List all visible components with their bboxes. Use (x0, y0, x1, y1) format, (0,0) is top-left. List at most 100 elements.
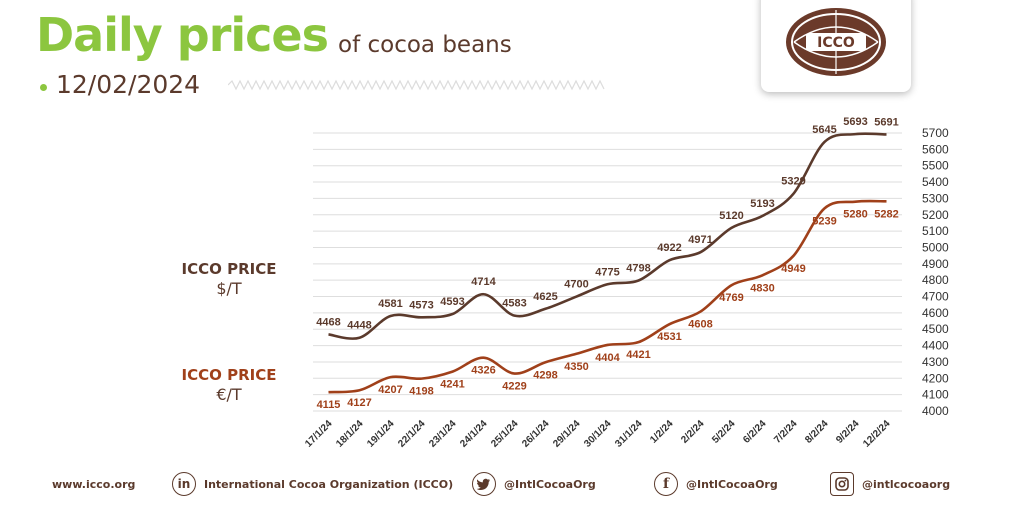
data-label: 4714 (471, 276, 496, 288)
data-label: 4700 (564, 279, 588, 291)
series-line (328, 199, 887, 394)
data-label: 4404 (595, 352, 620, 364)
linkedin-text[interactable]: International Cocoa Organization (ICCO) (204, 477, 454, 491)
data-label: 4531 (657, 331, 681, 343)
data-label: 4608 (688, 319, 712, 331)
data-label: 4922 (657, 242, 681, 254)
data-label: 4468 (316, 316, 340, 328)
instagram-icon[interactable] (830, 472, 854, 496)
footer-instagram[interactable]: @intlcocoaorg (830, 472, 951, 496)
website-link[interactable]: www.icco.org (52, 477, 136, 491)
x-tick-label: 23/1/24 (427, 418, 459, 450)
footer-linkedin[interactable]: in International Cocoa Organization (ICC… (172, 472, 454, 496)
data-label: 4448 (347, 320, 371, 332)
twitter-text[interactable]: @IntlCocoaOrg (504, 477, 596, 491)
x-tick-label: 31/1/24 (613, 418, 645, 450)
data-label: 5329 (781, 176, 805, 188)
data-label: 5645 (812, 124, 836, 136)
y-tick-label: 4000 (922, 404, 949, 418)
y-tick-label: 5500 (922, 159, 949, 173)
data-label: 4971 (688, 234, 712, 246)
x-tick-label: 5/2/24 (710, 418, 738, 446)
usd-label-unit: $/T (216, 279, 242, 298)
data-label: 4949 (781, 263, 805, 275)
y-tick-label: 4500 (922, 322, 949, 336)
x-tick-label: 7/2/24 (772, 418, 800, 446)
data-label: 5280 (843, 209, 867, 221)
y-tick-label: 4700 (922, 290, 949, 304)
x-tick-label: 2/2/24 (679, 418, 707, 446)
facebook-icon[interactable]: f (654, 472, 678, 496)
y-tick-label: 5000 (922, 240, 949, 254)
data-label: 4326 (471, 365, 495, 377)
x-tick-label: 22/1/24 (396, 418, 428, 450)
page-subtitle: of cocoa beans (338, 32, 512, 58)
report-date: 12/02/2024 (56, 70, 201, 99)
data-label: 4115 (317, 399, 341, 411)
x-tick-label: 30/1/24 (582, 418, 614, 450)
x-tick-label: 8/2/24 (803, 418, 831, 446)
data-label: 4775 (595, 266, 619, 278)
data-label: 4350 (564, 361, 588, 373)
icco-logo-card[interactable]: ICCO (761, 0, 911, 92)
x-tick-label: 1/2/24 (648, 418, 676, 446)
data-label: 5691 (874, 116, 898, 128)
x-tick-label: 6/2/24 (741, 418, 769, 446)
y-tick-label: 5200 (922, 208, 949, 222)
data-label: 5239 (812, 215, 836, 227)
series-line (328, 132, 887, 340)
data-label: 4198 (409, 386, 433, 398)
x-tick-label: 18/1/24 (334, 418, 366, 450)
x-tick-label: 12/2/24 (861, 418, 893, 450)
usd-label-title: ICCO PRICE (181, 260, 277, 278)
data-label: 4241 (440, 379, 464, 391)
y-tick-label: 4900 (922, 257, 949, 271)
x-tick-label: 19/1/24 (365, 418, 397, 450)
x-tick-label: 17/1/24 (303, 418, 335, 450)
logo-text: ICCO (817, 35, 855, 51)
data-label: 5193 (750, 198, 774, 210)
instagram-text[interactable]: @intlcocoaorg (862, 477, 951, 491)
data-label: 4229 (502, 381, 526, 393)
page-title: Daily prices (36, 8, 329, 62)
y-tick-label: 5600 (922, 142, 949, 156)
y-tick-label: 5700 (922, 126, 949, 140)
data-label: 5693 (843, 116, 867, 128)
footer-website[interactable]: www.icco.org (52, 473, 135, 495)
data-label: 4830 (750, 282, 774, 294)
eur-label-unit: €/T (216, 385, 242, 404)
linkedin-icon[interactable]: in (172, 472, 196, 496)
eur-series-label: ICCO PRICE €/T (164, 366, 294, 404)
footer-facebook[interactable]: f @IntlCocoaOrg (654, 472, 778, 496)
data-label: 4581 (378, 298, 402, 310)
data-label: 4593 (440, 296, 464, 308)
data-label: 4421 (626, 349, 650, 361)
price-chart: 4000 4100 4200 4300 4400 4500 4600 4700 4800 4900… (303, 116, 949, 450)
twitter-icon[interactable] (472, 472, 496, 496)
data-label: 4207 (378, 384, 402, 396)
decorative-zigzag (228, 79, 605, 91)
y-tick-label: 5100 (922, 224, 949, 238)
y-tick-label: 4100 (922, 388, 949, 402)
bullet-dot (40, 84, 47, 91)
data-label: 4573 (409, 299, 433, 311)
data-label: 4583 (502, 298, 526, 310)
x-tick-label: 29/1/24 (551, 418, 583, 450)
x-tick-label: 24/1/24 (458, 418, 490, 450)
y-tick-label: 4800 (922, 273, 949, 287)
footer-twitter[interactable]: @IntlCocoaOrg (472, 472, 596, 496)
y-tick-label: 4300 (922, 355, 949, 369)
data-label: 4798 (626, 263, 650, 275)
facebook-text[interactable]: @IntlCocoaOrg (686, 477, 778, 491)
y-tick-label: 5300 (922, 191, 949, 205)
x-tick-label: 25/1/24 (489, 418, 521, 450)
x-tick-label: 9/2/24 (834, 418, 862, 446)
data-label: 4769 (719, 292, 743, 304)
eur-label-title: ICCO PRICE (181, 366, 277, 384)
data-label: 4625 (533, 291, 557, 303)
usd-series-label: ICCO PRICE $/T (164, 260, 294, 298)
data-label: 5282 (874, 208, 898, 220)
data-label: 5120 (719, 210, 743, 222)
x-tick-label: 26/1/24 (520, 418, 552, 450)
y-tick-label: 4600 (922, 306, 949, 320)
